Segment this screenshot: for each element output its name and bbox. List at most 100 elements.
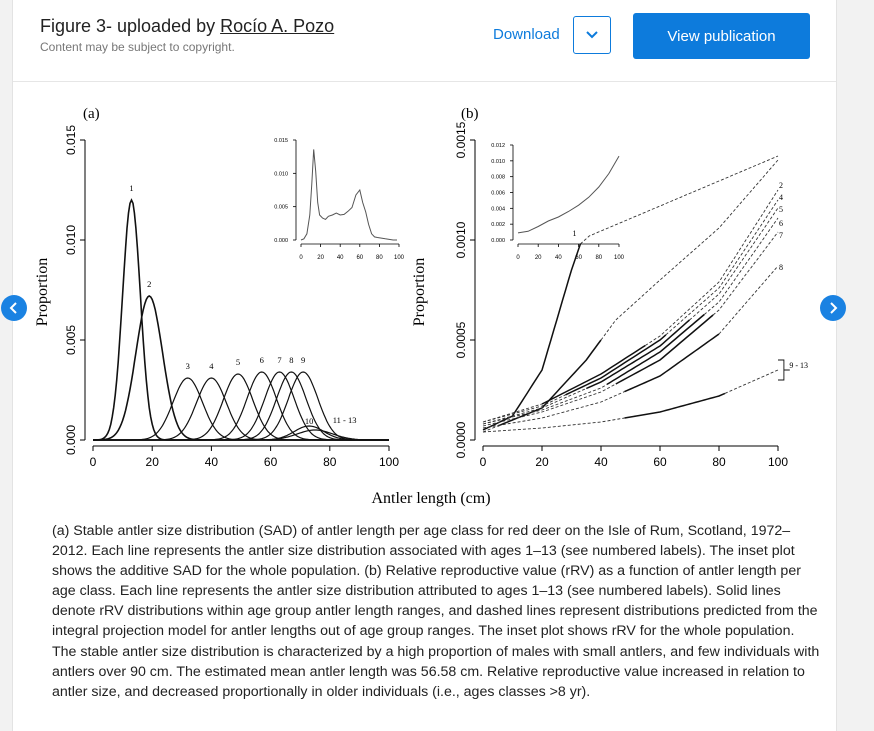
- inset-line: [300, 149, 397, 241]
- view-publication-button[interactable]: View publication: [633, 13, 810, 59]
- rrv-dashed-high-age-9 - 13: [724, 369, 779, 394]
- age-label: 3: [186, 361, 190, 371]
- rrv-solid-age-3: [541, 344, 646, 405]
- y-tick-label: 0.0010: [454, 221, 468, 258]
- x-tick-label: 60: [653, 455, 667, 469]
- y-tick-label: 0.015: [64, 125, 78, 155]
- inset-x-tick-label: 80: [595, 255, 602, 261]
- x-tick-label: 0: [480, 455, 487, 469]
- y-tick-label: 0.0015: [454, 121, 468, 158]
- age-label: 2: [147, 279, 151, 289]
- inset-y-tick-label: 0.006: [491, 191, 505, 197]
- sad-line-age-1: [93, 198, 389, 441]
- rrv-dashed-high-age-2: [600, 159, 779, 341]
- y-axis-label-a: Proportion: [34, 258, 51, 326]
- rrv-dashed-low-age-8: [482, 391, 625, 429]
- x-axis-label: Antler length (cm): [371, 490, 490, 507]
- inset-y-tick-label: 0.012: [491, 143, 505, 149]
- rrv-solid-age-1: [482, 243, 582, 431]
- sad-line-age-11 - 13: [93, 429, 389, 441]
- rrv-dashed-high-age-3: [645, 189, 779, 346]
- x-tick-label: 20: [146, 455, 160, 469]
- rrv-age-label: 9 - 13: [789, 361, 808, 370]
- download-dropdown-button[interactable]: [573, 16, 611, 54]
- age-label: 10: [305, 416, 314, 426]
- inset-y-tick-label: 0.002: [491, 222, 505, 228]
- rrv-age-label: 4: [779, 193, 783, 202]
- panel-b-label: (b): [461, 106, 479, 122]
- inset-y-tick-label: 0.015: [274, 138, 288, 144]
- age-label: 7: [277, 355, 281, 365]
- sad-line-age-8: [93, 371, 389, 441]
- chevron-down-icon: [586, 31, 598, 39]
- rrv-age-label: 5: [779, 205, 783, 214]
- rrv-age-label: 6: [779, 219, 783, 228]
- bracket-9-13: [778, 359, 790, 381]
- sad-line-age-6: [93, 371, 389, 441]
- rrv-solid-age-8: [624, 333, 720, 393]
- sad-line-age-7: [93, 371, 389, 441]
- download-link[interactable]: Download: [493, 26, 560, 43]
- inset-x-tick-label: 40: [555, 255, 562, 261]
- x-tick-label: 20: [535, 455, 549, 469]
- inset-x-tick-label: 60: [356, 255, 363, 261]
- rrv-age-label: 8: [779, 263, 783, 272]
- age-label: 11 - 13: [333, 415, 357, 425]
- age-label: 6: [260, 355, 264, 365]
- sad-line-age-4: [93, 377, 389, 441]
- rrv-dashed-high-age-4: [665, 199, 779, 336]
- inset-y-tick-label: 0.010: [274, 171, 288, 177]
- figure-header: Figure 3- uploaded by Rocío A. Pozo Cont…: [13, 0, 836, 82]
- age-label: 4: [209, 361, 214, 371]
- rrv-dashed-low-age-9 - 13: [482, 417, 625, 433]
- panel-a-label: (a): [83, 106, 100, 122]
- inset-x-tick-label: 0: [299, 255, 303, 261]
- previous-figure-button[interactable]: [1, 295, 27, 321]
- rrv-dashed-low-age-6: [482, 384, 608, 425]
- rrv-solid-age-9 - 13: [624, 392, 726, 419]
- x-tick-label: 100: [379, 455, 399, 469]
- x-tick-label: 60: [264, 455, 278, 469]
- rrv-age-label: 1: [572, 229, 576, 238]
- x-tick-label: 0: [90, 455, 97, 469]
- author-link[interactable]: Rocío A. Pozo: [220, 16, 335, 36]
- inset-x-tick-label: 60: [575, 255, 582, 261]
- chevron-left-icon: [9, 302, 17, 314]
- rrv-dashed-high-age-8: [718, 265, 779, 335]
- y-tick-label: 0.0005: [454, 321, 468, 358]
- rrv-age-label: 2: [779, 181, 783, 190]
- x-tick-label: 40: [594, 455, 608, 469]
- rrv-dashed-high-age-7: [712, 231, 779, 316]
- inset-x-tick-label: 80: [376, 255, 383, 261]
- y-axis-label-b: Proportion: [411, 258, 428, 326]
- sad-line-age-5: [93, 373, 389, 441]
- rrv-solid-age-7: [615, 314, 714, 385]
- rrv-dashed-high-age-6: [704, 217, 779, 315]
- inset-x-tick-label: 100: [614, 255, 625, 261]
- age-label: 8: [289, 355, 293, 365]
- y-tick-label: 0.000: [64, 425, 78, 455]
- inset-y-tick-label: 0.008: [491, 175, 505, 181]
- x-tick-label: 40: [205, 455, 219, 469]
- rrv-dashed-low-age-7: [482, 383, 617, 427]
- figure-card: Figure 3- uploaded by Rocío A. Pozo Cont…: [12, 0, 837, 731]
- chevron-right-icon: [830, 302, 838, 314]
- inset-x-tick-label: 20: [317, 255, 324, 261]
- figure-caption: (a) Stable antler size distribution (SAD…: [52, 523, 820, 700]
- age-label: 1: [129, 183, 133, 193]
- inset-x-tick-label: 0: [516, 255, 520, 261]
- next-figure-button[interactable]: [820, 295, 846, 321]
- rrv-dashed-low-age-2: [482, 425, 498, 433]
- x-tick-label: 80: [323, 455, 337, 469]
- rrv-dashed-low-age-5: [482, 388, 587, 425]
- y-tick-label: 0.0000: [454, 421, 468, 458]
- inset-y-tick-label: 0.000: [274, 238, 288, 244]
- x-tick-label: 80: [712, 455, 726, 469]
- inset-y-tick-label: 0.004: [491, 206, 505, 212]
- inset-x-tick-label: 100: [394, 255, 405, 261]
- rrv-dashed-high-age-5: [689, 207, 779, 321]
- rrv-solid-age-5: [585, 319, 690, 390]
- inset-x-tick-label: 20: [535, 255, 542, 261]
- figure-title: Figure 3- uploaded by Rocío A. Pozo: [40, 16, 334, 37]
